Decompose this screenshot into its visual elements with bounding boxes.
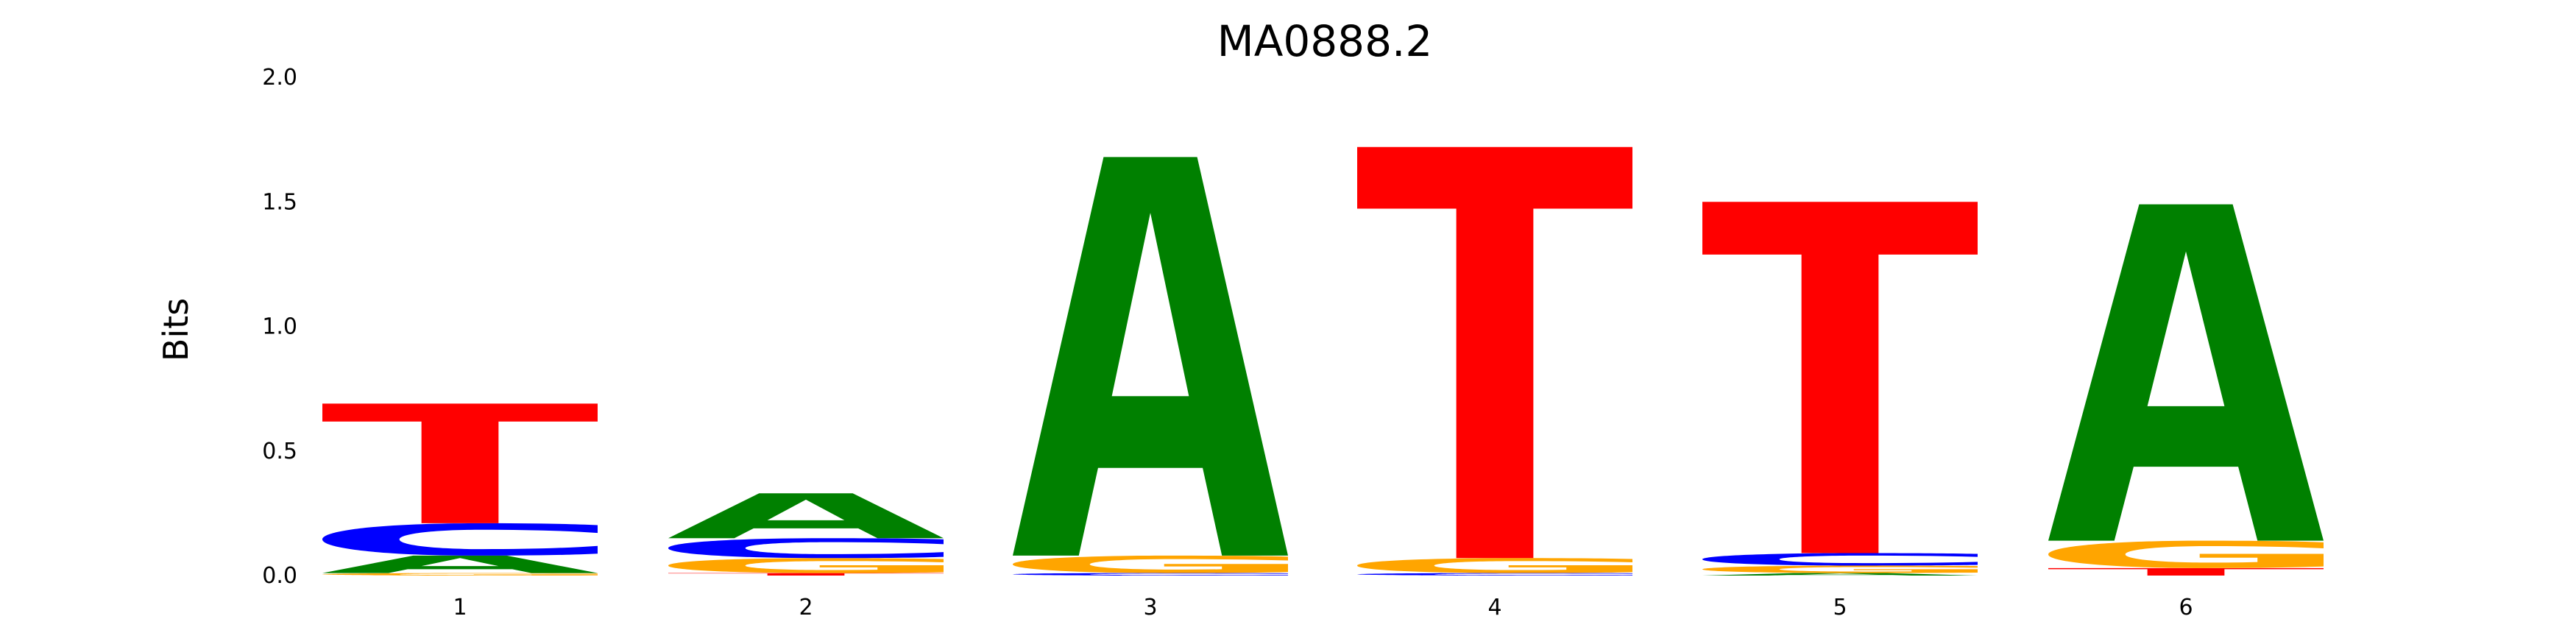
letter-T-glyph [1357,147,1632,559]
chart-title: MA0888.2 [1217,16,1433,66]
letter-G-glyph [668,558,944,573]
x-tick-label: 3 [1143,595,1157,620]
letter-G-glyph [1702,565,1978,573]
x-tick-label: 1 [453,595,467,620]
letter-T-glyph [668,573,944,576]
letter-T-glyph [322,403,598,523]
y-axis-ticks: 0.0 0.5 1.0 1.5 2.0 [262,65,297,589]
logo-column [1702,202,1978,576]
letter-G-glyph [322,573,598,576]
letter-G-glyph [1013,556,1288,573]
letter-C-glyph [1357,573,1632,576]
logo-column [2048,205,2324,576]
letter-C-glyph [1702,553,1978,566]
letter-G-glyph [1357,558,1632,573]
letter-T-glyph [1702,202,1978,553]
y-tick-label: 1.5 [262,189,297,215]
x-tick-label: 5 [1833,595,1847,620]
logo-column [1013,157,1288,576]
x-tick-label: 6 [2179,595,2193,620]
letter-T-glyph [2048,568,2324,576]
letter-A-glyph [322,556,598,573]
logo-column [1357,147,1632,576]
letter-A-glyph [1702,573,1978,576]
x-axis-ticks: 1 2 3 4 5 6 [453,595,2193,620]
letter-G-glyph [2048,541,2324,568]
y-tick-label: 1.0 [262,314,297,340]
letter-C-glyph [322,523,598,556]
logo-column [668,493,944,576]
y-axis-label: Bits [156,298,196,361]
x-tick-label: 2 [799,595,813,620]
letter-A-glyph [2048,205,2324,541]
letter-C-glyph [668,538,944,558]
y-tick-label: 0.0 [262,563,297,589]
logo-stacks [322,147,2324,576]
letter-A-glyph [1013,157,1288,556]
y-tick-label: 2.0 [262,65,297,91]
letter-A-glyph [668,493,944,538]
letter-C-glyph [1013,573,1288,576]
x-tick-label: 4 [1487,595,1501,620]
y-tick-label: 0.5 [262,439,297,464]
logo-column [322,403,598,576]
